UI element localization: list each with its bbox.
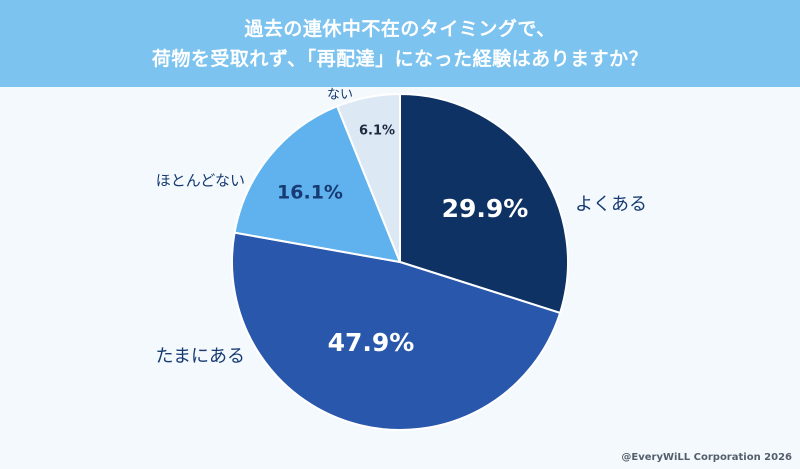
chart-title: 過去の連休中不在のタイミングで、 荷物を受取れず、「再配達」になった経験はありま…: [0, 0, 800, 87]
slice-category-label-2: ほとんどない: [156, 172, 245, 190]
slice-value-label-1: 47.9%: [328, 328, 415, 357]
slice-category-label-1: たまにある: [156, 346, 245, 367]
chart-title-line1: 過去の連休中不在のタイミングで、: [244, 17, 556, 40]
pie-slice-3: [335, 92, 401, 263]
pie-slice-2: [233, 104, 402, 264]
pie-slice-1: [231, 231, 562, 431]
slice-value-label-2: 16.1%: [277, 182, 343, 204]
pie-chart: 29.9% よくある 47.9% たまにある 16.1% ほとんどない 6.1% ない: [156, 88, 647, 431]
slice-value-label-3: 6.1%: [359, 124, 395, 139]
slice-category-label-3: ない: [327, 88, 353, 103]
copyright-credit: @EveryWiLL Corporation 2026: [621, 452, 792, 463]
slice-value-label-0: 29.9%: [442, 194, 529, 223]
slice-category-label-0: よくある: [575, 194, 647, 215]
chart-title-line2: 荷物を受取れず、「再配達」になった経験はありますか？: [151, 47, 649, 70]
pie-slice-0: [399, 92, 569, 315]
